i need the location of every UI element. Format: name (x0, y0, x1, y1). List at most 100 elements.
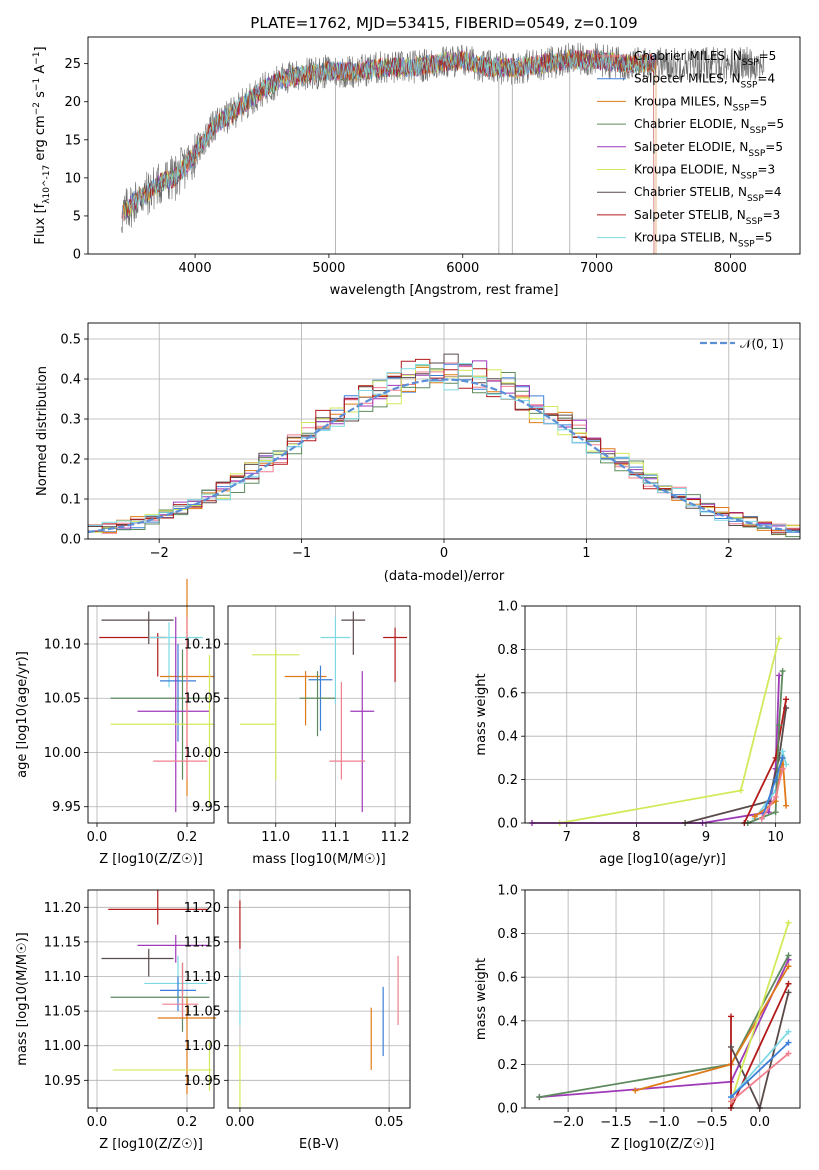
weight-marker-chabrier_miles (785, 1050, 792, 1057)
weight-marker-kroupa_miles (785, 963, 792, 970)
mass-weight-vs-age-series (528, 635, 790, 826)
weight-marker-kroupa_stelib (785, 1028, 792, 1035)
weight-marker-kroupa_miles (632, 1087, 639, 1094)
weight-marker-kroupa_stelib (779, 748, 786, 755)
axes-frame (524, 605, 801, 824)
y-tick-label: 1.0 (497, 884, 518, 899)
axes-frame (524, 889, 801, 1109)
x-tick-label: 0.0 (749, 1115, 770, 1130)
y-tick-label: 11.10 (184, 970, 221, 985)
model-spectrum-salpeter_stelib (125, 50, 655, 254)
mass-weight-vs-age-ylabel: mass weight (474, 673, 489, 755)
y-tick-label: 0.2 (60, 453, 81, 468)
x-tick-label: 7000 (580, 261, 613, 276)
legend-entry: Kroupa STELIB, NSSP=5 (634, 231, 772, 250)
residual-histogram-xlabel: (data-model)/error (384, 569, 505, 584)
x-tick-label: 6000 (446, 261, 479, 276)
legend-entry: Chabrier MILES, NSSP=5 (634, 49, 776, 68)
spectrum-axes: 4000 5000 6000 7000 8000 0 5 10 15 20 25 (64, 57, 746, 276)
y-tick-label: 10.95 (44, 1074, 81, 1089)
weight-marker-salpeter_miles (772, 776, 779, 783)
legend-entry: Salpeter ELODIE, NSSP=5 (634, 140, 783, 159)
weight-marker-chabrier_elodie (536, 1094, 543, 1101)
mass-vs-z-points (101, 890, 217, 1095)
histogram-salpeter_stelib (88, 358, 800, 533)
weight-marker-kroupa_elodie (776, 635, 783, 642)
spectrum-xlabel: wavelength [Angstrom, rest frame] (330, 283, 559, 298)
y-tick-label: 10.10 (184, 637, 221, 652)
weight-marker-salpeter_stelib (783, 696, 790, 703)
y-tick-label: 9.95 (52, 800, 81, 815)
y-tick-label: 10.05 (184, 692, 221, 707)
legend-entry: Salpeter MILES, NSSP=4 (634, 72, 775, 91)
y-tick-label: 11.10 (44, 970, 81, 985)
legend-entry: 𝒩(0, 1) (740, 337, 784, 351)
x-tick-label: 0.00 (225, 1115, 254, 1130)
weight-marker-kroupa_elodie (737, 787, 744, 794)
x-tick-label: −1 (292, 546, 311, 561)
histogram-kroupa_stelib (88, 363, 800, 532)
mass-vs-ebv-axes: 0.00 0.05 10.95 11.00 11.05 11.10 11.15 11.20 (184, 890, 410, 1130)
x-tick-label: 8000 (714, 261, 747, 276)
weight-marker-salpeter_elodie (776, 672, 783, 679)
x-tick-label: −2.0 (552, 1115, 584, 1130)
y-tick-label: 11.05 (184, 1005, 221, 1020)
y-tick-label: 0.0 (497, 817, 518, 832)
y-tick-label: 10.95 (184, 1074, 221, 1089)
mass-vs-ebv-xlabel: E(B-V) (299, 1137, 339, 1152)
y-tick-label: 5 (73, 209, 81, 224)
weight-marker-kroupa_miles (751, 813, 758, 820)
legend-entry: Kroupa MILES, NSSP=5 (634, 94, 767, 113)
y-tick-label: 11.20 (44, 901, 81, 916)
x-tick-label: −2 (150, 546, 169, 561)
y-tick-label: 0.8 (497, 927, 518, 942)
x-tick-label: 1 (582, 546, 590, 561)
x-tick-label: 5000 (312, 261, 345, 276)
mass-vs-z-xlabel: Z [log10(Z/Z☉)] (99, 1137, 203, 1152)
y-tick-label: 11.20 (184, 901, 221, 916)
y-tick-label: 0.3 (60, 413, 81, 428)
x-tick-label: 2 (725, 546, 733, 561)
y-tick-label: 0.0 (60, 533, 81, 548)
age-vs-mass-points (239, 611, 408, 813)
weight-marker-chabrier_elodie (785, 952, 792, 959)
mass-weight-vs-z-xlabel: Z [log10(Z/Z☉)] (611, 1137, 715, 1152)
weight-line-kroupa_elodie (730, 922, 790, 1102)
y-tick-label: 15 (64, 133, 81, 148)
histogram-chabrier_stelib (88, 353, 800, 535)
mass-vs-z-ylabel: mass [log10(M/M☉)] (15, 932, 30, 1065)
spectrum-title: PLATE=1762, MJD=53415, FIBERID=0549, z=0… (250, 14, 637, 32)
y-tick-label: 10.00 (44, 746, 81, 761)
age-vs-z-xlabel: Z [log10(Z/Z☉)] (99, 852, 203, 867)
weight-marker-chabrier_miles (728, 1098, 735, 1105)
x-tick-label: 11.1 (321, 830, 350, 845)
axes-frame (227, 889, 411, 1109)
mass-weight-vs-age-axes: 7 8 9 10 0.0 0.2 0.4 0.6 0.8 1.0 (497, 600, 800, 845)
weight-marker-chabrier_miles (779, 765, 786, 772)
x-tick-label: 9 (702, 830, 710, 845)
weight-line-salpeter_miles (730, 1041, 790, 1098)
y-tick-label: 0.1 (60, 493, 81, 508)
weight-marker-chabrier_miles (772, 793, 779, 800)
y-tick-label: 0 (73, 248, 81, 263)
normal-curve (88, 378, 800, 534)
y-tick-label: 11.00 (184, 1039, 221, 1054)
y-tick-label: 11.00 (44, 1039, 81, 1054)
x-tick-label: 7 (563, 830, 571, 845)
x-tick-label: −1.0 (648, 1115, 680, 1130)
y-tick-label: 11.15 (184, 935, 221, 950)
mass-weight-vs-z-series (536, 919, 792, 1111)
y-tick-label: 0.0 (497, 1102, 518, 1117)
mass-weight-vs-z-axes: −2.0 −1.5 −1.0 −0.5 0.0 0.0 0.2 0.4 0.6 0.8 1.0 (497, 884, 800, 1130)
y-tick-label: 0.5 (60, 333, 81, 348)
weight-line-kroupa_stelib (730, 1031, 790, 1098)
y-tick-label: 10.05 (44, 692, 81, 707)
spectrum-ylabel: Flux [fλ10^-17 erg cm−2 s−1 A−1] (32, 46, 52, 244)
age-vs-mass-axes: 11.0 11.1 11.2 9.95 10.00 10.05 10.10 (184, 606, 410, 845)
weight-marker-salpeter_stelib (728, 1013, 735, 1020)
axes-frame (87, 605, 215, 824)
weight-marker-kroupa_miles (783, 802, 790, 809)
residual-histogram-ylabel: Normed distribution (35, 366, 50, 496)
weight-marker-chabrier_stelib (728, 1043, 735, 1050)
